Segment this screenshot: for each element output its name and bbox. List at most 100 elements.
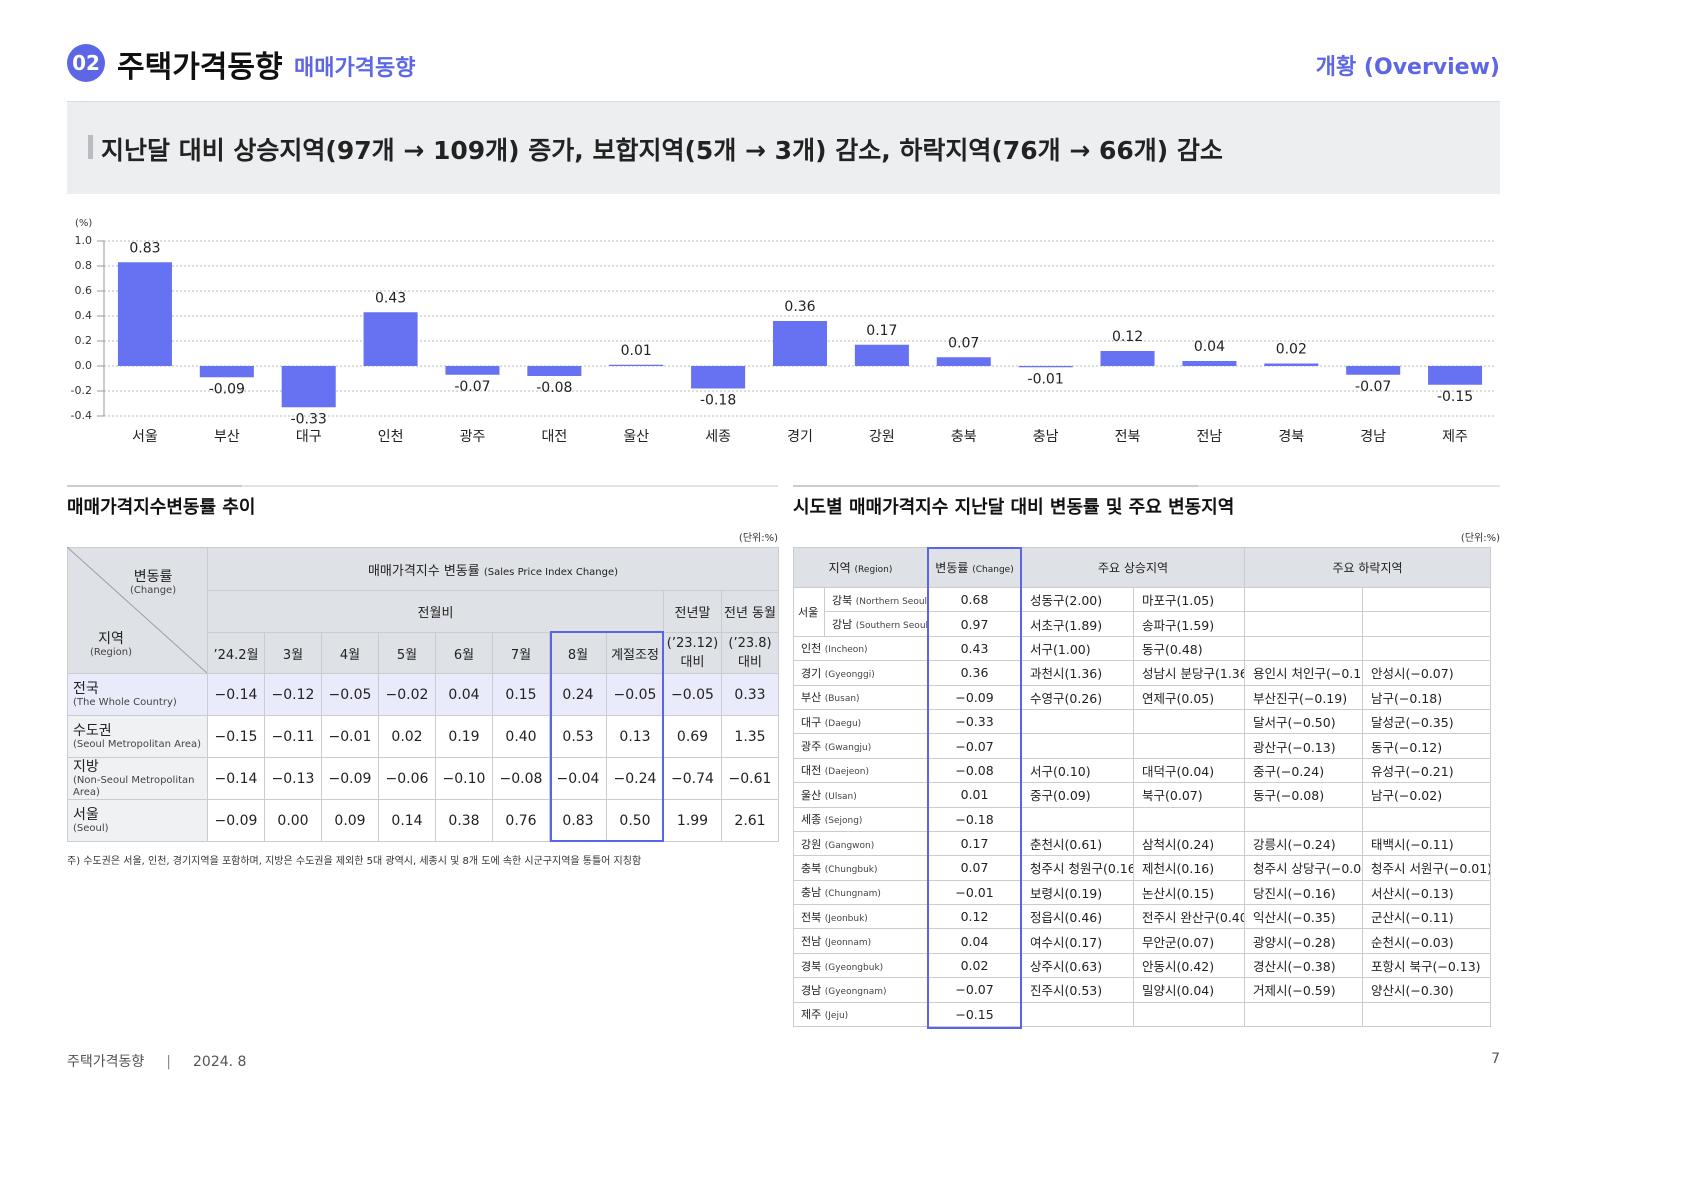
- value-cell: 0.33: [721, 673, 779, 716]
- unit-label: (단위:%): [738, 533, 778, 544]
- value-cell: 0.83: [549, 799, 607, 842]
- section-rule-accent: [67, 485, 242, 487]
- value-label: -0.08: [536, 380, 572, 396]
- rise-cell: [1133, 1001, 1246, 1028]
- value-cell: −0.12: [264, 673, 322, 716]
- value-cell: −0.13: [264, 757, 322, 800]
- y-tick-label: 0.8: [75, 259, 93, 272]
- region-cell: 경기 (Gyeonggi): [792, 660, 929, 686]
- y-axis-label: (%): [75, 218, 92, 229]
- bar: [117, 262, 172, 366]
- region-name: 인천: [801, 642, 822, 656]
- fall-cell: 안성시(−0.07): [1362, 660, 1492, 686]
- region-name-en: (Jeonbuk): [824, 913, 868, 924]
- section-rule: [67, 485, 778, 487]
- x-tick-label: 부산: [214, 429, 240, 445]
- value-cell: −0.02: [378, 673, 436, 716]
- value-label: -0.09: [209, 381, 245, 397]
- value-cell: −0.05: [321, 673, 379, 716]
- change-cell: 0.12: [927, 904, 1023, 930]
- value-cell: −0.15: [207, 715, 265, 758]
- value-cell: −0.06: [378, 757, 436, 800]
- bar: [1018, 366, 1073, 368]
- rise-cell: 밀양시(0.04): [1133, 977, 1246, 1003]
- y-tick-label: -0.4: [71, 409, 92, 422]
- section-title: 시도별 매매가격지수 지난달 대비 변동률 및 주요 변동지역: [793, 497, 1235, 518]
- corner-label-en: (Region): [90, 646, 133, 658]
- region-cell: 경북 (Gyeongbuk): [792, 952, 929, 979]
- x-tick-label: 대구: [296, 429, 322, 445]
- seoul-group: 서울: [793, 587, 825, 637]
- month-header: 6월: [435, 632, 493, 674]
- value-cell: 0.04: [435, 673, 493, 716]
- section-title: 매매가격지수변동률 추이: [67, 497, 256, 518]
- region-name: 전북: [801, 910, 822, 924]
- value-cell: −0.09: [207, 799, 265, 842]
- group-header: 매매가격지수 변동률 (Sales Price Index Change): [207, 547, 779, 591]
- change-cell: 0.43: [927, 635, 1023, 662]
- region-name: 전국: [73, 680, 99, 697]
- x-tick-label: 대전: [541, 429, 567, 445]
- fall-cell: [1244, 1001, 1364, 1028]
- region-cell: 수도권 (Seoul Metropolitan Area): [67, 715, 208, 758]
- fall-cell: 부산진구(−0.19): [1244, 684, 1364, 710]
- value-label: -0.18: [700, 393, 736, 409]
- change-cell: 0.17: [927, 830, 1023, 857]
- x-tick-label: 전북: [1115, 429, 1141, 445]
- data-row: 수도권 (Seoul Metropolitan Area) −0.15 −0.11 −0…: [67, 715, 779, 758]
- fall-cell: 중구(−0.24): [1244, 757, 1364, 784]
- mom-header: 전월비: [207, 590, 664, 633]
- bar: [854, 344, 909, 366]
- region-cell: 부산 (Busan): [792, 684, 929, 710]
- data-row: 전국 (The Whole Country) −0.14 −0.12 −0.05 −0.0…: [67, 673, 779, 716]
- value-label: 0.12: [1112, 329, 1143, 345]
- change-header-en: (Change): [972, 565, 1014, 575]
- fall-cell: 당진시(−0.16): [1244, 879, 1364, 906]
- fall-cell: 강릉시(−0.24): [1244, 830, 1364, 857]
- data-row: 울산 (Ulsan) 0.01 중구(0.09) 북구(0.07) 동구(−0.08) 남…: [792, 782, 1492, 808]
- rise-cell: 대덕구(0.04): [1133, 757, 1246, 784]
- yoy-header: 전년 동월: [721, 590, 779, 633]
- rise-cell: 청주시 청원구(0.16): [1021, 855, 1135, 881]
- region-name: 대전: [801, 764, 822, 778]
- value-label: -0.07: [454, 379, 490, 395]
- fall-cell: [1244, 635, 1364, 662]
- rise-cell: 진주시(0.53): [1021, 977, 1135, 1003]
- rise-cell: 상주시(0.63): [1021, 952, 1135, 979]
- rise-cell: 서초구(1.89): [1021, 611, 1135, 637]
- value-label: -0.01: [1028, 371, 1064, 387]
- region-cell: 대전 (Daejeon): [792, 757, 929, 784]
- value-cell: 0.13: [606, 715, 664, 758]
- fall-cell: [1244, 611, 1364, 637]
- region-cell: 전국 (The Whole Country): [67, 673, 208, 716]
- bar: [1100, 351, 1155, 366]
- change-cell: 0.01: [927, 782, 1023, 808]
- fall-cell: 거제시(−0.59): [1244, 977, 1364, 1003]
- y-tick-label: 0.4: [75, 309, 93, 322]
- region-name: 서울: [73, 806, 99, 823]
- region-name-en: (Gangwon): [824, 840, 875, 851]
- region-name: 세종: [801, 813, 822, 827]
- fall-cell: 남구(−0.18): [1362, 684, 1492, 710]
- value-cell: 0.24: [549, 673, 607, 716]
- rise-cell: 서구(1.00): [1021, 635, 1135, 662]
- region-name: 전남: [801, 935, 822, 949]
- x-tick-label: 울산: [623, 429, 649, 445]
- fall-cell: 군산시(−0.11): [1362, 904, 1492, 930]
- rise-cell: 송파구(1.59): [1133, 611, 1246, 637]
- value-label: 0.43: [375, 290, 406, 306]
- bar: [1264, 363, 1319, 366]
- x-tick-label: 충북: [951, 429, 977, 445]
- rise-cell: [1133, 733, 1246, 759]
- page-subtitle: 매매가격동향: [294, 56, 416, 81]
- value-cell: −0.10: [435, 757, 493, 800]
- data-row: 충북 (Chungbuk) 0.07 청주시 청원구(0.16) 제천시(0.16) 청…: [792, 855, 1492, 881]
- month-header: 3월: [264, 632, 322, 674]
- y-tick-label: 1.0: [75, 234, 93, 247]
- region-name: 광주: [801, 740, 822, 754]
- change-cell: 0.02: [927, 952, 1023, 979]
- section-number: 02: [67, 44, 105, 82]
- value-label: 0.01: [621, 343, 652, 359]
- y-tick-label: -0.2: [71, 384, 92, 397]
- region-cell: 울산 (Ulsan): [792, 782, 929, 808]
